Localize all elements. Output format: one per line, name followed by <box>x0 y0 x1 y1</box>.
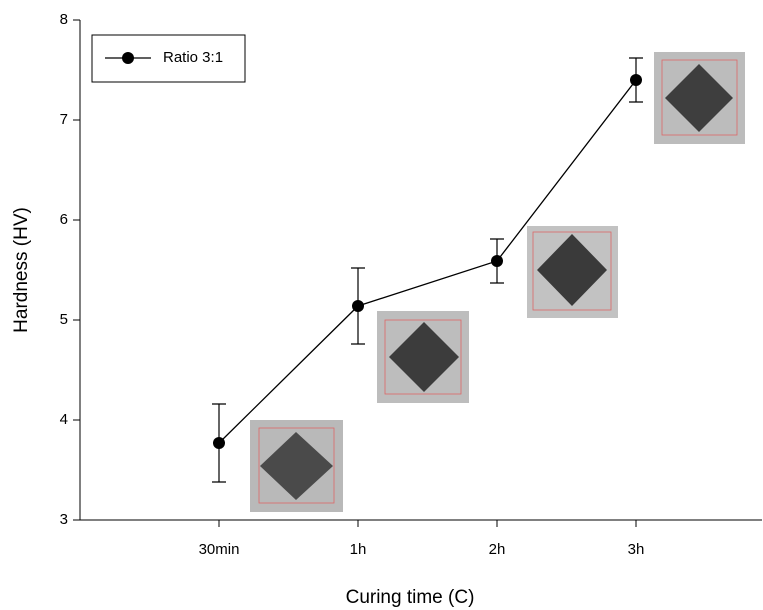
point <box>491 255 503 267</box>
indent-image <box>377 311 469 403</box>
y-tick-label: 4 <box>60 411 68 428</box>
legend-label: Ratio 3:1 <box>163 49 223 66</box>
y-tick-label: 3 <box>60 511 68 528</box>
x-tick-label: 1h <box>350 541 367 558</box>
y-tick-label: 7 <box>60 111 68 128</box>
indent-image <box>654 52 745 144</box>
point <box>213 437 225 449</box>
legend-marker <box>122 52 134 64</box>
x-tick-label: 30min <box>199 541 240 558</box>
y-tick-label: 8 <box>60 11 68 28</box>
y-tick-label: 5 <box>60 311 68 328</box>
x-axis-label: Curing time (C) <box>346 587 475 608</box>
point <box>630 74 642 86</box>
point <box>352 300 364 312</box>
indent-image <box>250 420 343 512</box>
x-tick-label: 2h <box>489 541 506 558</box>
indent-image <box>527 226 618 318</box>
y-tick-label: 6 <box>60 211 68 228</box>
y-axis-label: Hardness (HV) <box>11 207 32 333</box>
x-tick-label: 3h <box>628 541 645 558</box>
indent-images <box>250 52 745 512</box>
series-line <box>218 79 637 444</box>
